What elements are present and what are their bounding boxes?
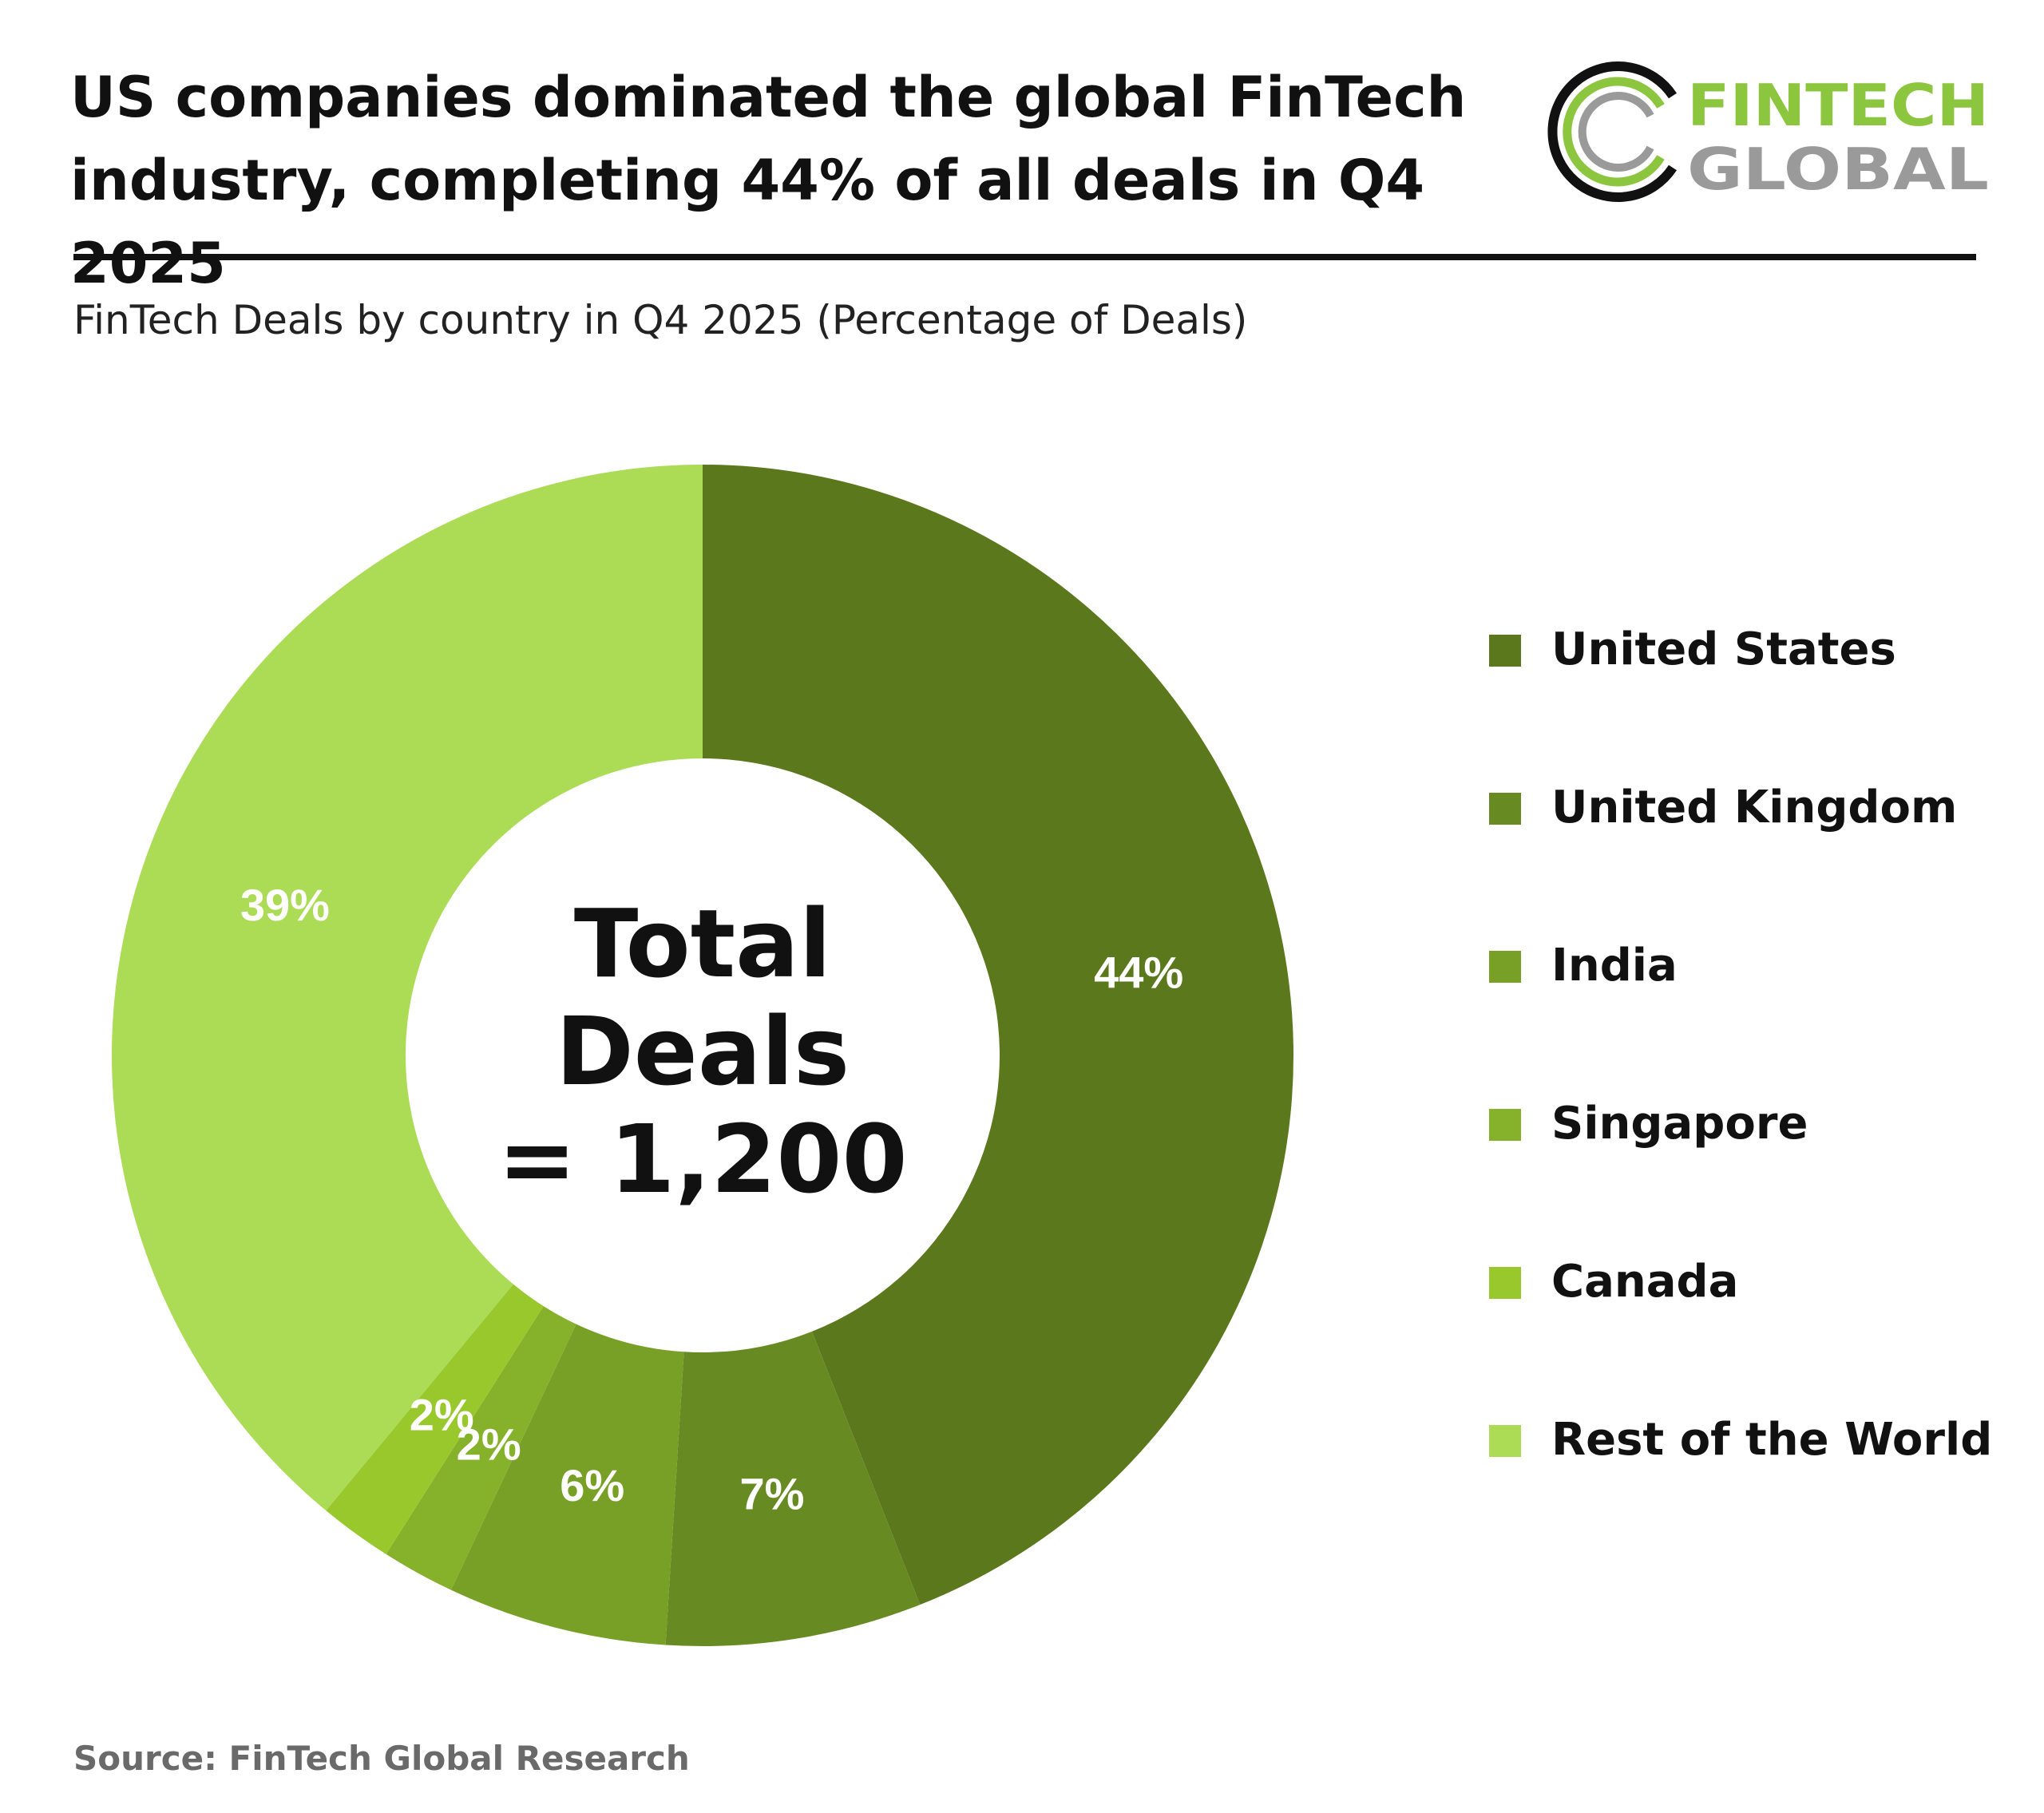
legend-label: Rest of the World bbox=[1551, 1414, 1993, 1466]
donut-slice-united-kingdom bbox=[665, 1331, 921, 1646]
data-label-united-states: 44% bbox=[1094, 947, 1183, 997]
legend-item-singapore: Singapore bbox=[1489, 1089, 2016, 1161]
logo-green-ring-icon bbox=[1563, 77, 1665, 187]
center-label-line-1: Total bbox=[574, 889, 831, 999]
logo-grey-ring-icon bbox=[1578, 92, 1654, 172]
chart-title-line-1: US companies dominated the global FinTec… bbox=[70, 65, 1467, 130]
legend-item-united-states: United States bbox=[1489, 615, 2016, 687]
donut-slice-rest-of-the-world bbox=[112, 465, 703, 1511]
legend-swatch bbox=[1489, 1425, 1521, 1457]
data-label-rest-of-the-world: 39% bbox=[240, 880, 330, 930]
source-note: Source: FinTech Global Research bbox=[73, 1739, 690, 1778]
center-label-line-2: Deals bbox=[556, 996, 850, 1106]
chart-title-line-2: industry, completing 44% of all deals in… bbox=[70, 148, 1425, 296]
chart-subtitle: FinTech Deals by country in Q4 2025 (Per… bbox=[73, 297, 1248, 343]
legend-label: India bbox=[1551, 940, 1678, 992]
donut-slice-united-states bbox=[703, 465, 1294, 1605]
legend-swatch bbox=[1489, 793, 1521, 825]
legend-item-rest-of-the-world: Rest of the World bbox=[1489, 1405, 2016, 1477]
logo-word-fintech: FINTECH bbox=[1687, 72, 1989, 139]
donut-slices bbox=[112, 465, 1294, 1646]
legend-item-canada: Canada bbox=[1489, 1247, 2016, 1319]
logo-outer-ring-icon bbox=[1547, 61, 1678, 202]
chart-title: US companies dominated the global FinTec… bbox=[70, 56, 1523, 305]
donut-chart: 44% 7% 6% 2%2% 39% Total Deals = 1,200 bbox=[112, 465, 1294, 1646]
legend-swatch bbox=[1489, 635, 1521, 667]
data-label-india: 6% bbox=[560, 1460, 624, 1510]
legend-label: Singapore bbox=[1551, 1098, 1808, 1150]
legend-swatch bbox=[1489, 1109, 1521, 1141]
legend-item-india: India bbox=[1489, 931, 2016, 1003]
data-label-singapore: 2% bbox=[457, 1419, 521, 1470]
legend-label: United Kingdom bbox=[1551, 782, 1958, 833]
legend-swatch bbox=[1489, 1267, 1521, 1299]
center-label: Total Deals = 1,200 bbox=[497, 889, 907, 1214]
donut-slice-singapore bbox=[386, 1306, 576, 1590]
legend-item-united-kingdom: United Kingdom bbox=[1489, 773, 2016, 845]
fintech-global-logo: FINTECH GLOBAL bbox=[1547, 61, 1989, 203]
center-label-line-3: = 1,200 bbox=[497, 1104, 907, 1214]
logo-word-global: GLOBAL bbox=[1687, 136, 1989, 203]
data-label-united-kingdom: 7% bbox=[740, 1469, 805, 1519]
legend-swatch bbox=[1489, 951, 1521, 983]
donut-slice-labels: 44% 7% 6% 2%2% 39% bbox=[240, 880, 1183, 1518]
legend-label: Canada bbox=[1551, 1256, 1739, 1308]
legend-label: United States bbox=[1551, 623, 1896, 675]
donut-slice-canada bbox=[326, 1284, 544, 1554]
donut-slice-india bbox=[450, 1324, 684, 1645]
data-label-canada: 2% bbox=[410, 1389, 474, 1439]
header-divider bbox=[73, 254, 1976, 260]
